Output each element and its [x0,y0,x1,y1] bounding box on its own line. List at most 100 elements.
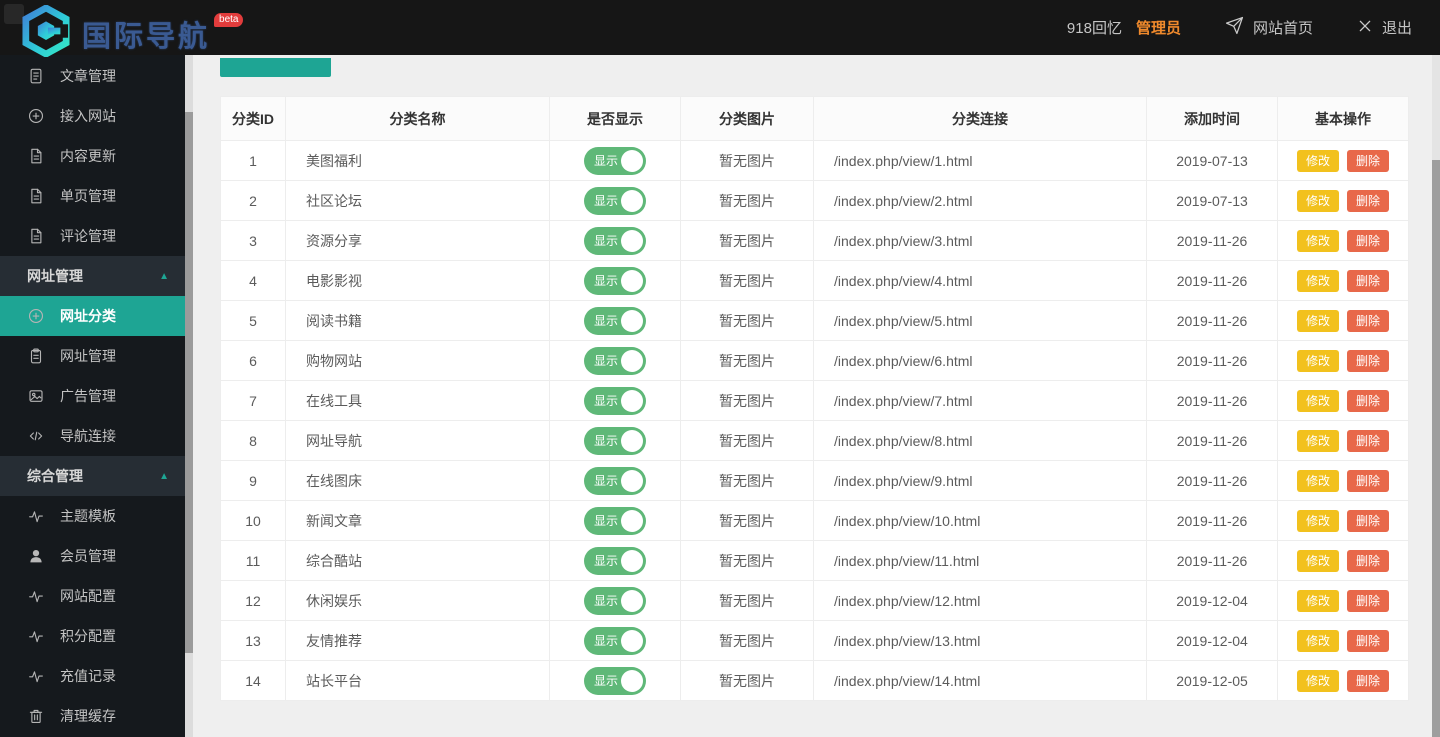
cell-category-id: 10 [220,500,286,541]
toggle-label: 显示 [594,634,619,648]
add-category-button-partial[interactable] [220,58,331,77]
edit-button[interactable]: 修改 [1296,269,1339,292]
table-row: 9 在线图床 显示 暂无图片/index.php/view/9.html 2019-11… [220,460,1409,501]
cell-actions: 修改 删除 [1277,660,1409,701]
edit-button[interactable]: 修改 [1296,309,1339,332]
toggle-knob [621,189,643,212]
sidebar-item-ad-manage[interactable]: 广告管理 [0,376,185,416]
edit-button[interactable]: 修改 [1296,549,1339,572]
visibility-toggle[interactable]: 显示 [584,266,646,295]
username-text[interactable]: 918回忆 [1066,20,1122,37]
sidebar-item-points-config[interactable]: 积分配置 [0,616,185,656]
delete-button[interactable]: 删除 [1347,189,1390,212]
sidebar-item-label: 网站配置 [60,588,116,604]
role-badge[interactable]: 管理员 [1135,20,1181,37]
plus-circle-icon [27,107,45,125]
sidebar-item-recharge-records[interactable]: 充值记录 [0,656,185,696]
delete-button[interactable]: 删除 [1347,629,1390,652]
logout-link[interactable]: 退出 [1357,17,1412,38]
delete-button[interactable]: 删除 [1347,669,1390,692]
sidebar-item-theme-template[interactable]: 主题模板 [0,496,185,536]
sidebar-item-label: 网址管理 [60,348,116,364]
visibility-toggle[interactable]: 显示 [584,466,646,495]
edit-button[interactable]: 修改 [1296,389,1339,412]
edit-button[interactable]: 修改 [1296,669,1339,692]
sidebar-item-label: 积分配置 [60,628,116,644]
sidebar-item-url-category[interactable]: 网址分类 [0,296,185,336]
sidebar-item-content-update[interactable]: 内容更新 [0,136,185,176]
sidebar-item-label: 网址分类 [60,308,116,324]
visibility-toggle[interactable]: 显示 [584,186,646,215]
edit-button[interactable]: 修改 [1296,469,1339,492]
sidebar-section-label: 网址管理 [27,268,83,284]
toggle-label: 显示 [594,514,619,528]
home-link[interactable]: 网站首页 [1225,16,1313,39]
sidebar-item-single-page-manage[interactable]: 单页管理 [0,176,185,216]
delete-button[interactable]: 删除 [1347,509,1390,532]
trash-icon [27,707,45,725]
delete-button[interactable]: 删除 [1347,309,1390,332]
sidebar-scrollbar-thumb[interactable] [185,112,193,653]
delete-button[interactable]: 删除 [1347,429,1390,452]
delete-button[interactable]: 删除 [1347,349,1390,372]
sidebar-section-general-group[interactable]: 综合管理 ▲ [0,456,185,496]
sidebar-section-url-manage-group[interactable]: 网址管理 ▲ [0,256,185,296]
visibility-toggle[interactable]: 显示 [584,306,646,335]
sidebar-item-member-manage[interactable]: 会员管理 [0,536,185,576]
cell-category-link: /index.php/view/1.html [813,140,1147,181]
edit-button[interactable]: 修改 [1296,349,1339,372]
sidebar-item-comment-manage[interactable]: 评论管理 [0,216,185,256]
cell-actions: 修改 删除 [1277,220,1409,261]
sidebar-item-label: 文章管理 [60,68,116,84]
delete-button[interactable]: 删除 [1347,389,1390,412]
visibility-toggle[interactable]: 显示 [584,506,646,535]
cell-visibility: 显示 [549,140,681,181]
sidebar-item-access-site[interactable]: 接入网站 [0,96,185,136]
page-scrollbar-thumb[interactable] [1432,160,1440,737]
sidebar-item-article-manage[interactable]: 文章管理 [0,56,185,96]
edit-button[interactable]: 修改 [1296,629,1339,652]
table-body: 1 美图福利 显示 暂无图片/index.php/view/1.html 2019-07… [220,140,1409,701]
page-scrollbar-track[interactable] [1432,55,1440,737]
delete-button[interactable]: 删除 [1347,269,1390,292]
collapse-menu-icon[interactable] [4,4,24,24]
delete-button[interactable]: 删除 [1347,589,1390,612]
edit-button[interactable]: 修改 [1296,149,1339,172]
delete-button[interactable]: 删除 [1347,549,1390,572]
edit-button[interactable]: 修改 [1296,589,1339,612]
visibility-toggle[interactable]: 显示 [584,426,646,455]
visibility-toggle[interactable]: 显示 [584,626,646,655]
edit-button[interactable]: 修改 [1296,509,1339,532]
delete-button[interactable]: 删除 [1347,149,1390,172]
cell-category-id: 12 [220,580,286,621]
sidebar-item-label: 评论管理 [60,228,116,244]
toggle-label: 显示 [594,394,619,408]
edit-button[interactable]: 修改 [1296,429,1339,452]
edit-button[interactable]: 修改 [1296,189,1339,212]
sidebar-item-nav-links[interactable]: 导航连接 [0,416,185,456]
sidebar-item-label: 内容更新 [60,148,116,164]
sidebar-item-label: 清理缓存 [60,708,116,724]
cell-category-image: 暂无图片 [680,340,814,381]
sidebar-item-url-manage[interactable]: 网址管理 [0,336,185,376]
toggle-knob [621,469,643,492]
visibility-toggle[interactable]: 显示 [584,386,646,415]
visibility-toggle[interactable]: 显示 [584,546,646,575]
cell-category-id: 5 [220,300,286,341]
visibility-toggle[interactable]: 显示 [584,666,646,695]
toggle-label: 显示 [594,274,619,288]
sidebar-scrollbar-track[interactable] [185,55,193,737]
delete-button[interactable]: 删除 [1347,229,1390,252]
visibility-toggle[interactable]: 显示 [584,346,646,375]
pulse-icon [27,587,45,605]
cell-category-link: /index.php/view/7.html [813,380,1147,421]
edit-button[interactable]: 修改 [1296,229,1339,252]
visibility-toggle[interactable]: 显示 [584,146,646,175]
sidebar-item-site-config[interactable]: 网站配置 [0,576,185,616]
column-header: 分类名称 [285,96,550,141]
delete-button[interactable]: 删除 [1347,469,1390,492]
visibility-toggle[interactable]: 显示 [584,586,646,615]
cell-category-link: /index.php/view/4.html [813,260,1147,301]
visibility-toggle[interactable]: 显示 [584,226,646,255]
sidebar-item-clear-cache[interactable]: 清理缓存 [0,696,185,736]
